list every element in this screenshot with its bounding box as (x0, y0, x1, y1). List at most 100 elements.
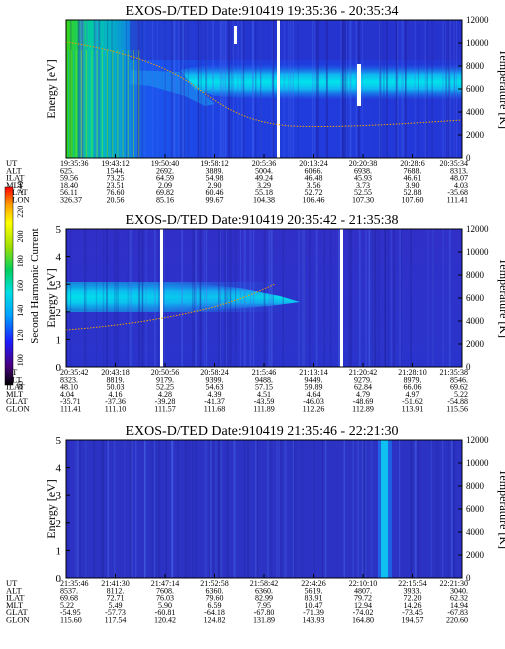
orbit-value: 4.16 (109, 390, 123, 399)
striation (93, 440, 96, 578)
energy-tick-label: 4 (56, 463, 62, 475)
striation (174, 20, 176, 158)
striation (414, 440, 416, 578)
striation (87, 440, 89, 578)
orbit-value: 194.57 (402, 616, 424, 625)
orbit-value: 52.55 (354, 188, 372, 197)
striation (82, 20, 84, 158)
striation (361, 20, 364, 158)
striation (199, 229, 202, 367)
energy-tick-label: 1 (56, 334, 62, 346)
panel-3-background (66, 440, 462, 578)
orbit-value: 6360. (255, 586, 273, 595)
striation (249, 229, 252, 367)
orbit-row-label: MLT (6, 600, 24, 610)
striation (390, 229, 392, 367)
orbit-value: 72.20 (404, 594, 422, 603)
striation (154, 440, 156, 578)
colorbar-label: Second Harmonic Current (29, 228, 41, 343)
striation (380, 20, 382, 158)
orbit-value: -54.95 (60, 608, 81, 617)
orbit-value: 62.84 (354, 383, 372, 392)
orbit-value: 20:50:56 (151, 368, 179, 377)
striation (130, 440, 133, 578)
striation (192, 229, 194, 367)
striation (426, 20, 428, 158)
striation (135, 50, 137, 158)
striation (158, 229, 161, 367)
striation (448, 229, 451, 367)
striation (70, 20, 72, 158)
striation (240, 20, 243, 158)
orbit-value: 79.60 (206, 594, 224, 603)
orbit-value: 21:52:58 (200, 579, 228, 588)
orbit-value: 131.89 (253, 616, 275, 625)
striation (453, 20, 455, 158)
colorbar-tick-label: 100 (16, 354, 25, 366)
striation (154, 229, 156, 367)
striation (80, 20, 82, 158)
striation (181, 229, 183, 367)
temperature-tick-label: 10000 (466, 247, 489, 257)
colorbar-tick-label: 140 (16, 305, 25, 317)
striation (185, 440, 188, 578)
striation (304, 229, 306, 367)
striation (106, 229, 108, 367)
temperature-tick-label: 12000 (466, 435, 489, 445)
orbit-value: 7.95 (257, 601, 271, 610)
striation (453, 20, 456, 158)
striation (341, 20, 344, 158)
panel-1-y2label: Temperature [K] (497, 49, 505, 129)
striation (220, 440, 223, 578)
energy-tick-label: 3 (56, 279, 62, 291)
orbit-row-label: UT (6, 158, 18, 168)
striation (112, 50, 114, 158)
orbit-value: 104.38 (253, 196, 275, 205)
striation (171, 440, 173, 578)
orbit-value: 111.10 (105, 405, 126, 414)
striation (138, 50, 140, 158)
striation (137, 20, 140, 158)
striation (228, 20, 231, 158)
striation (78, 50, 80, 158)
striation (254, 440, 257, 578)
orbit-value: 6360. (206, 586, 224, 595)
striation (97, 20, 100, 158)
striation (346, 20, 348, 158)
orbit-value: 19:35:36 (60, 159, 88, 168)
striation (109, 50, 111, 158)
striation (127, 229, 129, 367)
striation (143, 440, 146, 578)
orbit-value: 8537. (60, 586, 78, 595)
striation (157, 229, 160, 367)
striation (344, 20, 347, 158)
striation (125, 20, 127, 158)
orbit-value: 8819. (107, 375, 125, 384)
striation (86, 50, 88, 158)
striation (133, 50, 134, 158)
striation (231, 20, 233, 158)
striation (145, 229, 147, 367)
panel-2-data-gap-2 (340, 229, 343, 367)
striation (260, 20, 262, 158)
striation (83, 50, 85, 158)
panel-2-right-axis: 0 2000 4000 6000 8000 10000 12000 (458, 224, 489, 372)
panel-2-title: EXOS-D/TED Date:910419 20:35:42 - 21:35:… (126, 213, 399, 228)
striation (414, 20, 416, 158)
striation (292, 440, 294, 578)
striation (81, 20, 83, 158)
striation (314, 20, 316, 158)
orbit-value: 3040. (450, 586, 468, 595)
orbit-value: 66.06 (404, 383, 422, 392)
panel-3-burst-core (381, 440, 388, 578)
striation (352, 440, 354, 578)
striation (129, 229, 131, 367)
striation (142, 229, 144, 367)
striation (372, 229, 374, 367)
orbit-value: 21:28:10 (398, 368, 426, 377)
striation (271, 20, 274, 158)
orbit-value: 76.03 (156, 594, 174, 603)
striation (130, 50, 132, 158)
